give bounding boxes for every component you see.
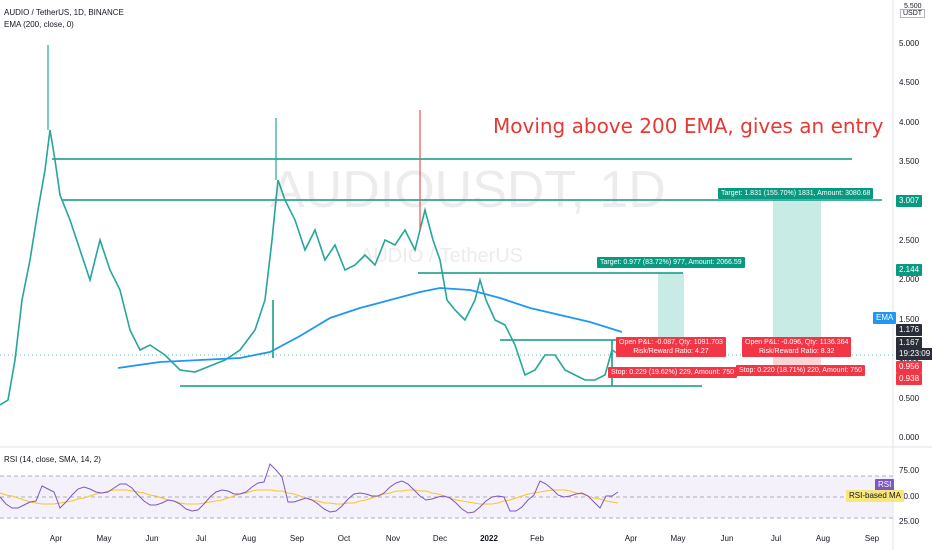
symbol-title[interactable]: AUDIO / TetherUS, 1D, BINANCE [4, 8, 124, 17]
trade1-profit-zone [658, 273, 684, 340]
trade2-pnl-label[interactable]: Open P&L: -0.096, Qty: 1136.364 Risk/Rewa… [742, 337, 852, 357]
watermark-name: AUDIO / TetherUS [360, 245, 524, 267]
rsi-ma-badge: RSI-based MA [846, 490, 905, 502]
trade2-rr: Risk/Reward Ratio: 8.32 [758, 348, 835, 355]
price-tick-label: 4.000 [899, 117, 920, 127]
rsi-value-badge: RSI [875, 479, 895, 491]
trade1-pnl: Open P&L: -0.087, Qty: 1091.703 [619, 339, 723, 346]
trade1-rr: Risk/Reward Ratio: 4.27 [633, 348, 709, 355]
price-badge: 0.938 [896, 373, 923, 385]
price-tick-label: 1.500 [899, 314, 920, 324]
price-tick-label: 4.500 [899, 78, 920, 88]
ema-line [117, 287, 623, 369]
rsi-tick-50: 50.00 [899, 492, 920, 501]
trade1-pnl-label[interactable]: Open P&L: -0.087, Qty: 1091.703 Risk/Rewa… [616, 337, 726, 357]
price-tick-label: 0.000 [899, 433, 920, 442]
time-tick-label: Jul [195, 534, 207, 543]
price-badge: 0.956 [896, 361, 923, 373]
currency-button[interactable]: USDT [900, 9, 926, 18]
price-badge: 3.007 [896, 195, 923, 207]
trade1-stop-label[interactable]: Stop: 0.229 (19.62%) 229, Amount: 750 [608, 367, 737, 378]
price-badge: 2.144 [896, 264, 923, 276]
price-tick-label: 2.000 [899, 275, 920, 285]
rsi-legend[interactable]: RSI (14, close, SMA, 14, 2) [4, 455, 101, 464]
price-tick-label: 2.500 [899, 236, 920, 245]
time-tick-label: Sep [289, 534, 305, 543]
trade1-target-label[interactable]: Target: 0.977 (83.72%) 977, Amount: 2066… [597, 257, 745, 268]
time-tick-label: May [96, 534, 112, 543]
time-tick-label: Sep [864, 534, 880, 543]
time-tick-label: Jun [145, 534, 159, 543]
annotation-text: Moving above 200 EMA, gives an entry [493, 114, 884, 138]
time-tick-label: Dec [432, 534, 448, 543]
time-tick-label: Apr [624, 534, 638, 543]
time-tick-label: Feb [530, 534, 544, 543]
time-tick-label: Oct [337, 534, 351, 543]
price-tick-label: 5.000 [899, 39, 920, 48]
trade2-target-label[interactable]: Target: 1.831 (155.70%) 1831, Amount: 30… [718, 188, 874, 199]
trade2-stop-label[interactable]: Stop: 0.220 (18.71%) 220, Amount: 750 [736, 365, 865, 376]
indicator-legend[interactable]: EMA (200, close, 0) [4, 20, 74, 29]
price-badge: 1.167 [896, 337, 923, 349]
rsi-tick-75: 75.00 [899, 466, 920, 475]
price-line [0, 129, 621, 406]
rsi-line [0, 463, 619, 514]
time-tick-label: Aug [241, 534, 257, 543]
time-tick-label: May [670, 534, 686, 543]
time-tick-label: Jul [770, 534, 782, 543]
time-tick-label: Aug [815, 534, 831, 543]
price-badge: EMA [873, 312, 897, 324]
time-tick-label: Jun [720, 534, 734, 543]
trade2-pnl: Open P&L: -0.096, Qty: 1136.364 [745, 339, 849, 346]
price-badge: 1.176 [896, 324, 923, 336]
rsi-tick-25: 25.00 [899, 517, 920, 526]
time-tick-label: Nov [385, 534, 401, 543]
trade2-profit-zone [773, 200, 821, 340]
top-axis-label: 5.500 [904, 3, 922, 10]
price-badge: 19:23:09 [896, 348, 932, 360]
time-tick-label: Apr [49, 534, 63, 543]
time-tick-label: 2022 [480, 534, 498, 543]
price-tick-label: 3.500 [899, 157, 920, 167]
watermark-symbol: AUDIOUSDT, 1D [270, 161, 666, 219]
price-tick-label: 0.500 [899, 393, 920, 403]
